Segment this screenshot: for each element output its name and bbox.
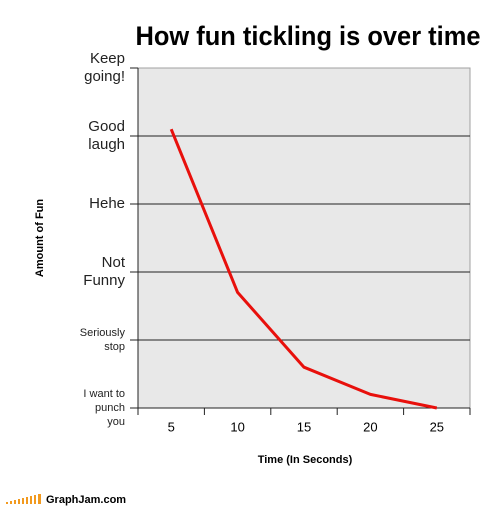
y-tick-label: Not Funny <box>83 254 125 289</box>
x-tick-label: 15 <box>297 419 311 434</box>
y-tick-label: Seriously stop <box>79 327 125 353</box>
y-tick-label: Good laugh <box>88 118 125 153</box>
x-tick-label: 20 <box>363 419 377 434</box>
y-axis-label: Amount of Fun <box>34 199 46 277</box>
plot-area <box>137 67 471 409</box>
y-tick-label: I want to punch you <box>83 388 125 428</box>
footer: GraphJam.com <box>46 494 126 506</box>
line <box>169 128 438 410</box>
y-tick-label: Hehe <box>89 195 125 212</box>
y-tick-label: Keep going! <box>84 50 125 85</box>
logo-icon <box>6 494 41 504</box>
x-tick-label: 25 <box>430 419 444 434</box>
x-tick-label: 5 <box>168 419 175 434</box>
x-axis-label: Time (In Seconds) <box>258 454 353 466</box>
chart-title: How fun tickling is over time <box>136 21 481 51</box>
x-tick-label: 10 <box>230 419 244 434</box>
